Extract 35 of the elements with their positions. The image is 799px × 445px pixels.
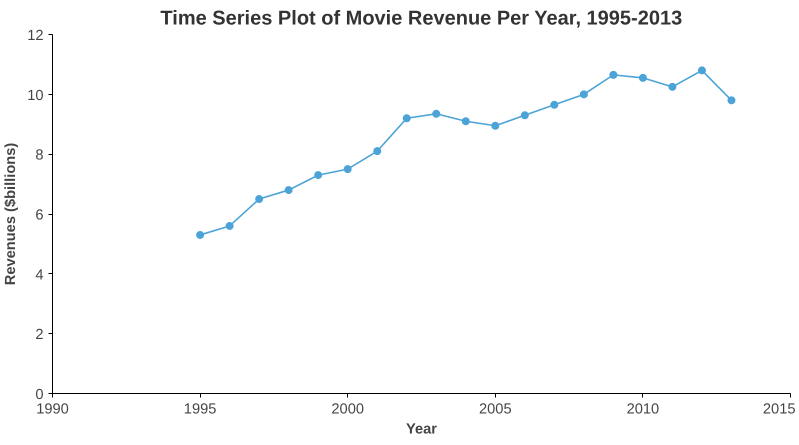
point <box>373 147 382 156</box>
point <box>609 70 618 79</box>
point <box>344 165 352 174</box>
point <box>727 96 736 104</box>
y-tick-label: 4 <box>35 267 44 284</box>
point <box>284 186 293 194</box>
x-tick-label: 2000 <box>331 402 364 418</box>
x-tick-label: 2015 <box>762 402 796 418</box>
point <box>462 117 470 126</box>
point <box>550 100 558 109</box>
y-tick-label: 2 <box>35 327 44 344</box>
x-tick-label: 1995 <box>184 402 216 418</box>
point <box>432 110 440 118</box>
point <box>698 66 706 74</box>
y-tick-label: 8 <box>35 148 44 164</box>
y-axis-title: Revenues ($billions) <box>3 142 20 286</box>
point <box>520 111 529 120</box>
point <box>491 122 500 130</box>
x-tick-label: 1990 <box>36 402 69 418</box>
y-tick-label: 12 <box>27 28 44 44</box>
point <box>402 114 411 122</box>
x-tick-label: 2005 <box>479 402 512 418</box>
y-tick-label: 0 <box>35 387 44 403</box>
point <box>255 195 264 204</box>
point <box>196 230 204 239</box>
x-axis-title: Year <box>406 422 438 438</box>
x-tick-label: 2010 <box>626 402 660 418</box>
point <box>314 171 322 180</box>
point <box>226 222 234 230</box>
y-tick-label: 6 <box>35 208 44 224</box>
point <box>580 90 588 98</box>
y-tick-label: 10 <box>27 88 44 104</box>
point <box>638 74 647 82</box>
point <box>668 82 676 91</box>
chart-title: Time Series Plot of Movie Revenue Per Year, 1995-2013 <box>160 8 682 30</box>
